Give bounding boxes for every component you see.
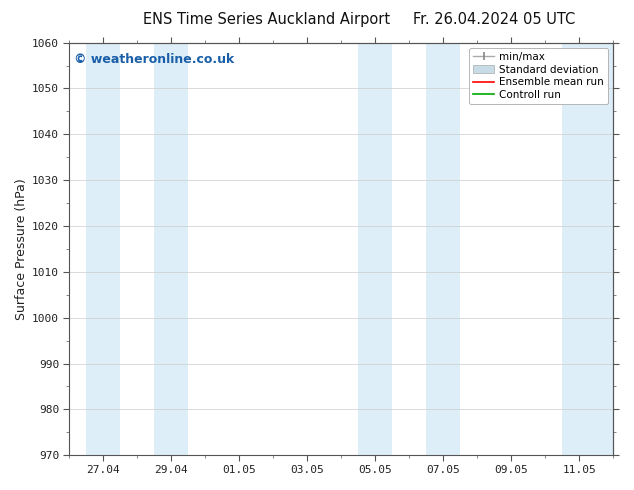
Bar [86, 43, 120, 455]
Bar [358, 43, 392, 455]
Y-axis label: Surface Pressure (hPa): Surface Pressure (hPa) [15, 178, 28, 320]
Bar [154, 43, 188, 455]
Bar [562, 43, 614, 455]
Bar [426, 43, 460, 455]
Legend: min/max, Standard deviation, Ensemble mean run, Controll run: min/max, Standard deviation, Ensemble me… [469, 48, 608, 104]
Text: © weatheronline.co.uk: © weatheronline.co.uk [74, 53, 235, 66]
Text: ENS Time Series Auckland Airport: ENS Time Series Auckland Airport [143, 12, 390, 27]
Text: Fr. 26.04.2024 05 UTC: Fr. 26.04.2024 05 UTC [413, 12, 576, 27]
